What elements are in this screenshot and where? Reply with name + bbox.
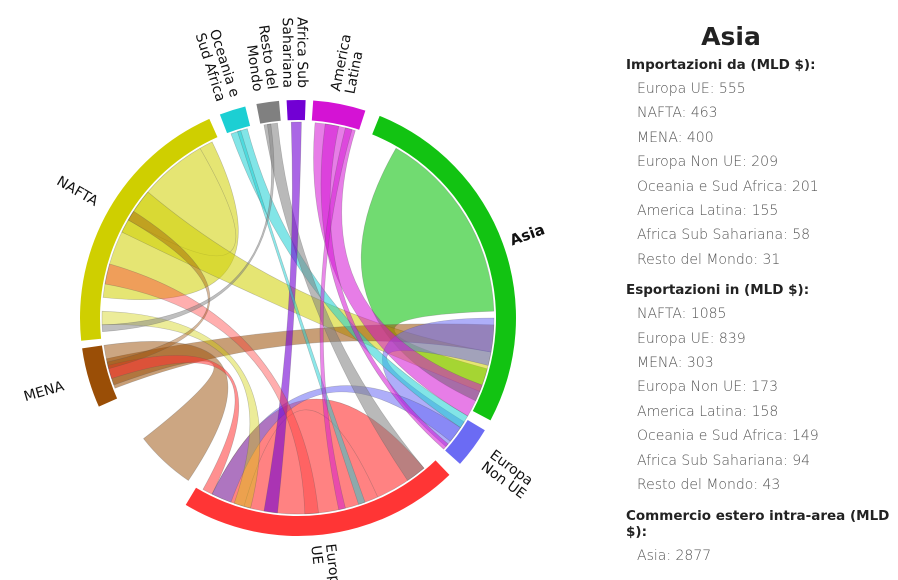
label-europa-non-ue: EuropaNon UE [478,447,538,502]
label-line: Europa [322,543,343,580]
label-america-latina: AmericaLatina [328,33,369,96]
label-nafta: NAFTA [54,173,101,210]
chord-diagram: Asia EuropaNon UE EuropaUE MENA NAFTA Oceania… [22,17,547,580]
arc-europa-non-ue[interactable] [445,419,485,464]
imports-list: Europa UE: 555 NAFTA: 463 MENA: 400 Euro… [626,77,896,272]
label-europa-ue: EuropaUE [307,543,343,580]
list-item: Africa Sub Sahariana: 94 [637,452,811,469]
intra-area-section: Commercio estero intra-area (MLD $): Asi… [626,508,896,568]
ribbon-18 [101,123,275,332]
region-arcs [80,99,516,536]
list-item: Europa UE: 555 [637,81,746,97]
label-line: UE [307,545,325,566]
arc-europa-ue[interactable] [185,460,450,536]
list-item: America Latina: 155 [637,203,779,220]
arc-asia[interactable] [372,115,516,421]
list-item: Europa Non UE: 209 [637,154,778,171]
label-mena: MENA [22,378,66,405]
label-line: MENA [22,378,66,405]
arc-nafta[interactable] [80,118,218,341]
label-line: Mondo [243,44,265,93]
list-item: MENA: 303 [637,355,714,372]
label-line: Sahariana [279,17,296,88]
exports-section: Esportazioni in (MLD $): NAFTA: 1085 Eur… [626,282,896,497]
list-item: NAFTA: 463 [637,105,718,122]
ribbon-10 [263,122,425,481]
arc-resto-del-mondo[interactable] [256,100,281,124]
exports-title: Esportazioni in (MLD $): [626,282,810,299]
list-item: America Latina: 158 [637,403,779,420]
list-item: Europa UE: 839 [637,330,746,347]
imports-title: Importazioni da (MLD $): [626,57,816,73]
arc-africa-sub-sahariana[interactable] [286,99,306,121]
panel-title: Asia [701,22,761,51]
intra-area-title: Commercio estero intra-area (MLD $): [626,507,890,540]
ribbon-13 [320,123,449,450]
info-panel: Asia Importazioni da (MLD $): Europa UE:… [626,22,896,578]
label-line: Asia [507,220,547,249]
ribbon-14 [101,310,261,509]
arc-oceania-e-sud-africa[interactable] [219,106,251,134]
list-item: Europa Non UE: 173 [637,379,778,396]
arc-america-latina[interactable] [311,100,366,130]
ribbon-6 [107,355,239,495]
ribbon-17 [237,130,366,505]
ribbon-19 [319,127,353,511]
exports-list: NAFTA: 1085 Europa UE: 839 MENA: 303 Eur… [626,302,896,497]
label-line: Africa Sub [293,17,310,88]
ribbon-11 [263,121,302,514]
label-resto-del-mondo: Resto delMondo [241,24,280,93]
list-item: Resto del Mondo: 31 [637,251,781,268]
imports-section: Importazioni da (MLD $): Europa UE: 555 … [626,57,896,272]
label-africa-sub-sahariana: Africa SubSahariana [279,17,310,88]
list-item: NAFTA: 1085 [637,306,727,323]
list-item: Africa Sub Sahariana: 58 [637,227,811,244]
list-item: Resto del Mondo: 43 [637,477,781,494]
ribbon-15 [104,263,319,515]
list-item: Oceania e Sud Africa: 201 [637,178,819,195]
list-item: Oceania e Sud Africa: 149 [637,428,819,445]
ribbons [101,121,495,515]
arc-mena[interactable] [82,345,118,407]
list-item: Asia: 2877 [637,547,712,564]
label-asia: Asia [507,220,547,249]
list-item: MENA: 400 [637,129,714,146]
intra-area-list: Asia: 2877 [626,544,896,568]
label-line: NAFTA [54,173,101,210]
label-oceania-e-sud-africa: Oceania eSud Africa [192,27,243,104]
ribbon-16 [106,210,211,370]
